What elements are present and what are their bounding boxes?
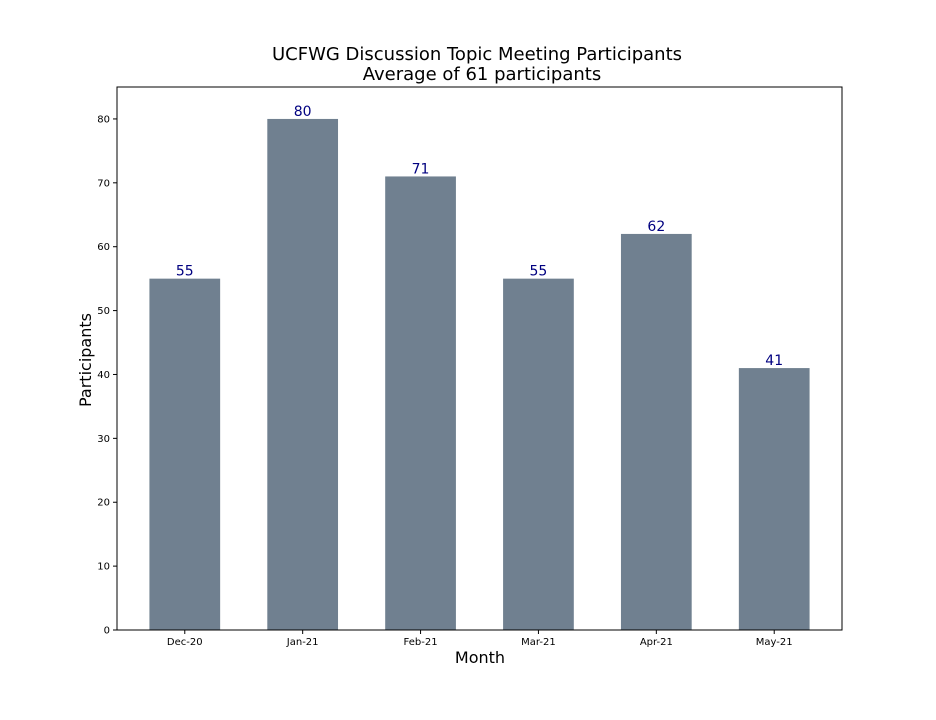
bar-may-21 xyxy=(738,368,810,630)
x-tick-label: Feb-21 xyxy=(404,637,438,648)
chart-subtitle: Average of 61 participants xyxy=(363,64,601,85)
x-tick-label: Apr-21 xyxy=(640,637,673,648)
bar-feb-21 xyxy=(385,176,456,630)
bars-layer xyxy=(149,118,810,630)
chart-title: UCFWG Discussion Topic Meeting Participa… xyxy=(272,44,682,65)
y-axis-ticks: 0 10 20 30 40 50 60 70 80 xyxy=(97,114,117,637)
bar-dec-20 xyxy=(149,278,221,630)
x-axis-ticks: Dec-20 Jan-21 Feb-21 Mar-21 Apr-21 May-21 xyxy=(167,630,793,648)
y-tick-label: 10 xyxy=(97,562,110,573)
x-axis-label: Month xyxy=(455,648,505,667)
y-tick-label: 20 xyxy=(97,498,110,509)
y-tick-label: 40 xyxy=(97,370,110,381)
x-tick-label: Mar-21 xyxy=(521,637,556,648)
y-tick-label: 50 xyxy=(97,306,110,317)
bar-mar-21 xyxy=(503,278,574,630)
data-label-apr-21: 62 xyxy=(647,219,665,235)
data-label-jan-21: 80 xyxy=(294,104,312,120)
data-label-mar-21: 55 xyxy=(530,264,548,280)
y-tick-label: 70 xyxy=(97,178,110,189)
y-axis-label: Participants xyxy=(76,313,95,407)
x-tick-label: Dec-20 xyxy=(167,637,203,648)
data-label-may-21: 41 xyxy=(765,353,783,369)
data-labels-layer: 55 80 71 55 62 41 xyxy=(176,104,783,369)
bar-jan-21 xyxy=(267,118,339,630)
y-tick-label: 60 xyxy=(97,242,110,253)
y-tick-label: 30 xyxy=(97,434,110,445)
bar-apr-21 xyxy=(620,233,692,630)
y-tick-label: 0 xyxy=(104,626,110,637)
data-label-feb-21: 71 xyxy=(412,161,430,177)
plot-frame xyxy=(116,86,843,631)
x-tick-label: May-21 xyxy=(756,637,793,648)
data-label-dec-20: 55 xyxy=(176,264,194,280)
x-tick-label: Jan-21 xyxy=(286,637,319,648)
y-tick-label: 80 xyxy=(97,114,110,125)
